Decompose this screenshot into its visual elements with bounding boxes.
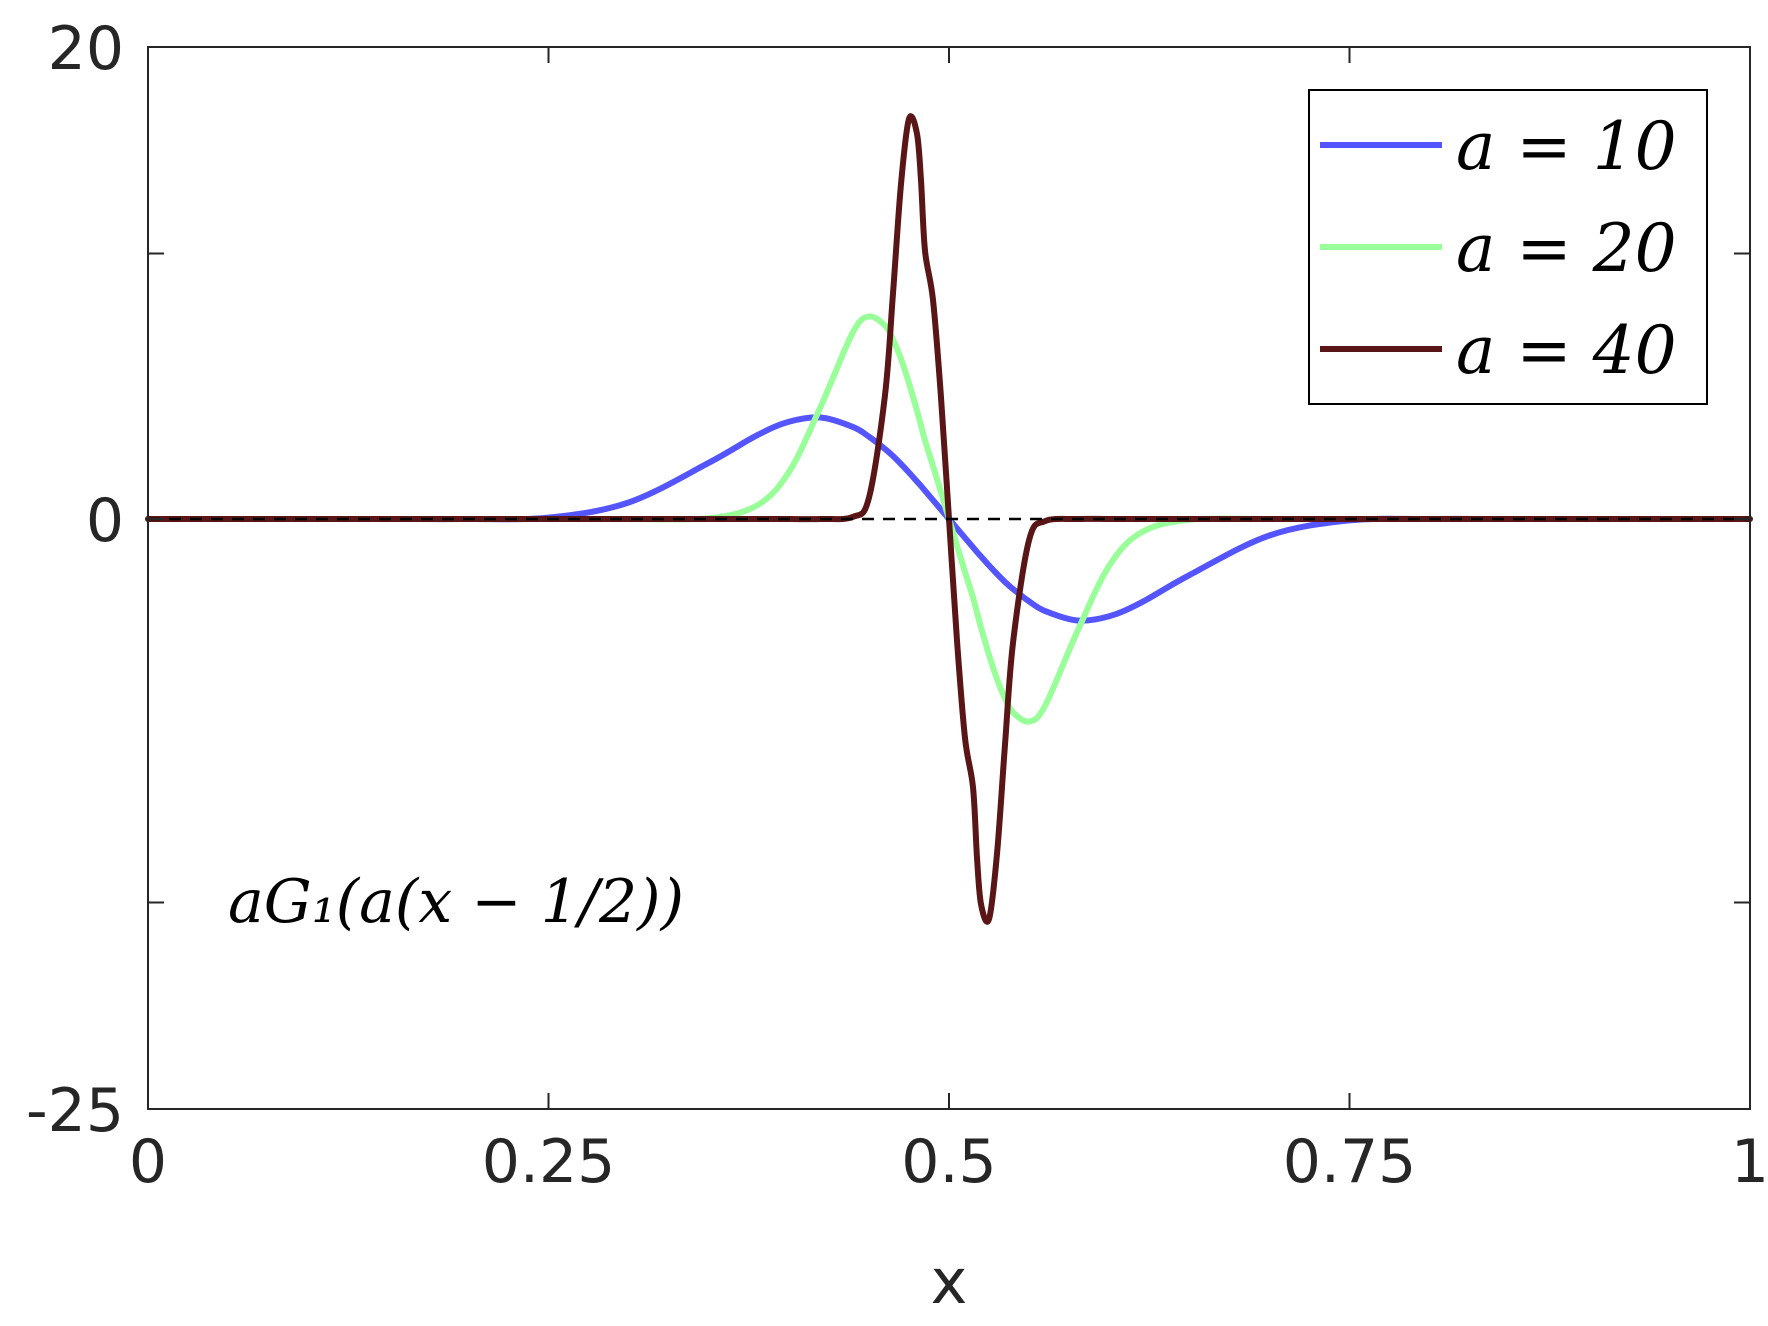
- y-tick-label: -25: [26, 1076, 124, 1146]
- legend-label-1: a = 10: [1456, 108, 1677, 185]
- x-tick-label: 1: [1731, 1127, 1768, 1197]
- x-axis-title: x: [931, 1245, 968, 1318]
- x-tick-label: 0: [129, 1127, 167, 1197]
- annotation-formula: aG₁(a(x − 1/2)): [228, 867, 684, 937]
- y-tick-label: 20: [48, 14, 124, 84]
- x-tick-label: 0.75: [1283, 1127, 1417, 1197]
- legend-label-2: a = 20: [1456, 210, 1677, 287]
- x-tick-label: 0.25: [482, 1127, 616, 1197]
- legend: a = 10 a = 20 a = 40: [1308, 89, 1708, 405]
- y-tick-label: 0: [86, 486, 124, 556]
- legend-label-3: a = 40: [1456, 312, 1677, 389]
- x-tick-label: 0.5: [901, 1127, 996, 1197]
- legend-items: a = 10 a = 20 a = 40: [1320, 108, 1677, 389]
